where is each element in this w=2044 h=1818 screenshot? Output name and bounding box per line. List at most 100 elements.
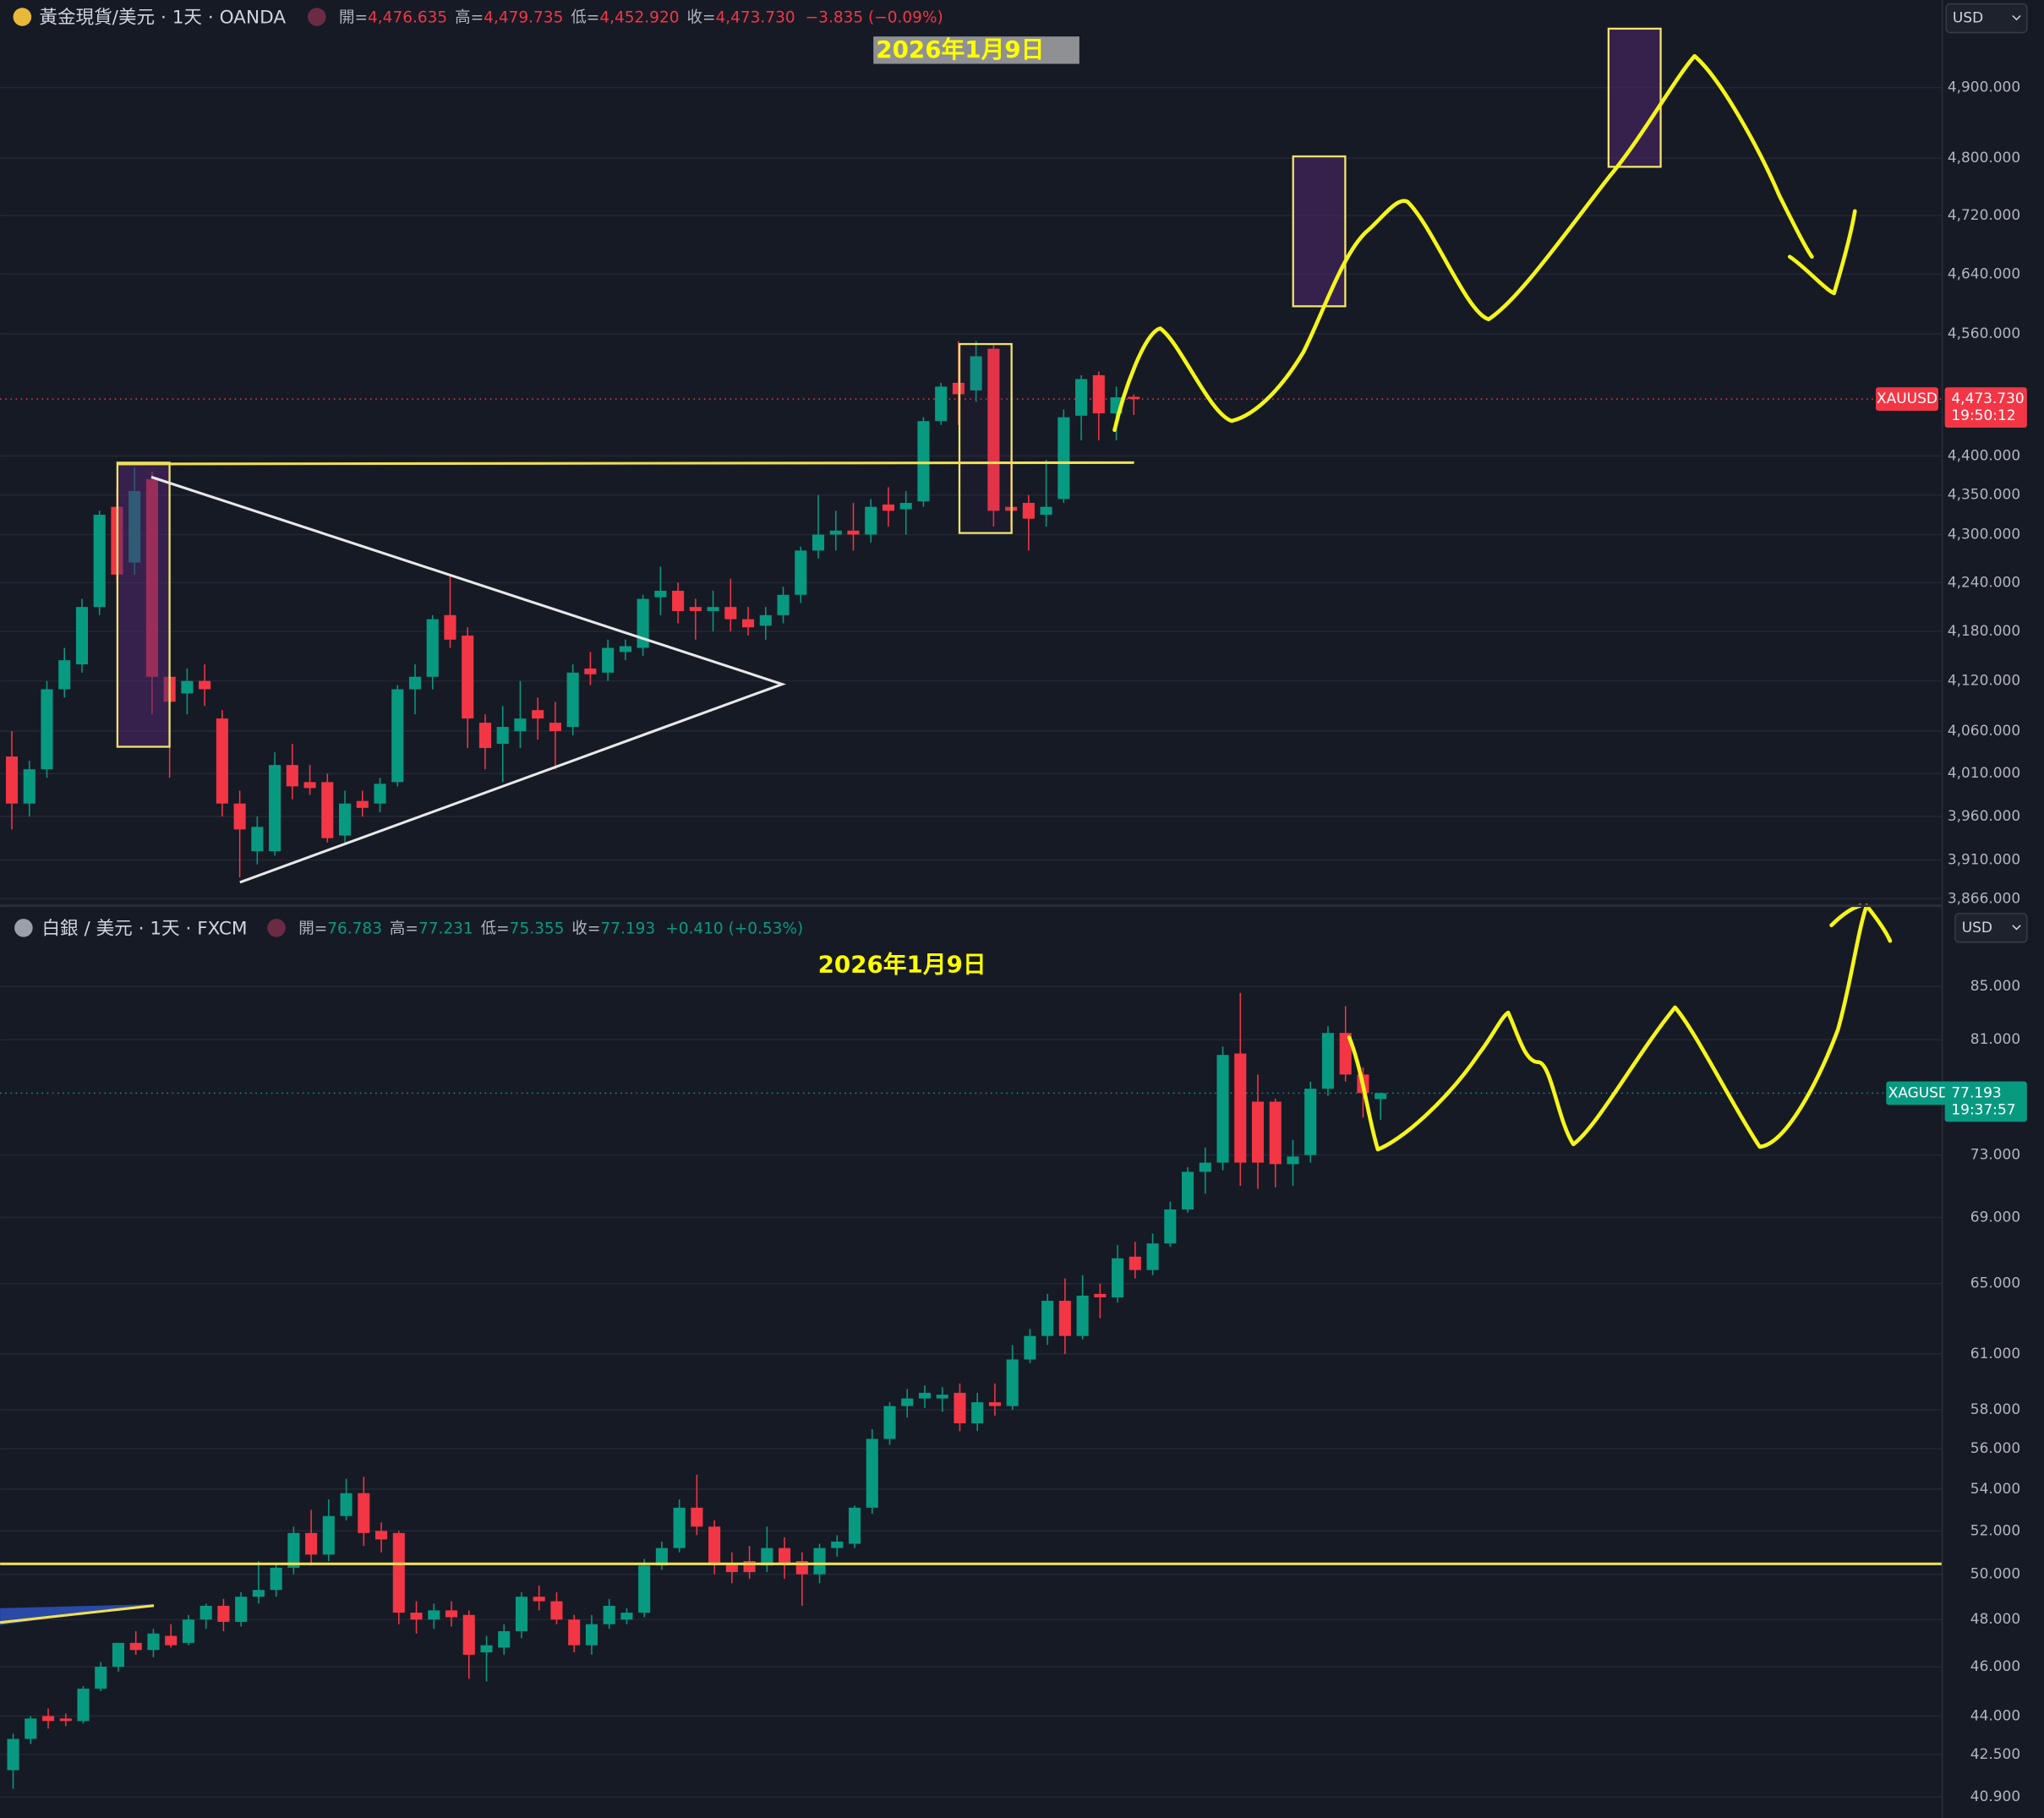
candle-body [1269,1101,1282,1165]
date-annotation: 2026年1月9日 [818,951,986,979]
price-tag [1944,387,2027,429]
forecast-path [1347,904,1893,1152]
candle-body [1040,506,1052,516]
price-axis-bg [1942,0,2044,1818]
candle-body [970,356,982,390]
candle-body [866,1439,878,1508]
resistance-line [117,461,1134,466]
ohlc-label: 開= [339,9,368,27]
candle-body [620,1613,633,1620]
candle-body [392,1532,405,1613]
candle-body [918,1392,932,1399]
candle-body [5,756,19,804]
candle-body [338,803,352,836]
countdown: 19:50:12 [1951,407,2015,423]
ohlc-label: 高= [390,920,418,937]
forecast-path [1112,53,1814,433]
symbol-title: 黃金現貨/美元 · 1天 · OANDA [39,8,286,29]
candle-body [217,1605,230,1622]
y-tick-label: 4,010.000 [1948,764,2020,781]
candle-body [813,1548,826,1575]
candle-body [303,782,316,789]
candle-body [59,1718,72,1722]
y-tick-label: 48.000 [1970,1610,2020,1627]
candle-body [147,1633,160,1651]
candle-body [689,607,702,611]
ticker-tag [1875,387,1938,412]
candle-body [532,710,544,719]
ohlc-label: 收= [686,9,715,27]
candle-body [1129,1256,1141,1270]
y-tick-label: 4,240.000 [1948,573,2020,590]
ohlc-value: 4,473.730 [715,9,795,27]
price-tag-value: 4,473.730 [1951,390,2024,407]
candle-body [724,607,737,620]
candle-body [358,1493,370,1533]
currency-button[interactable] [1945,3,2028,34]
candle-body [444,614,456,640]
candle-body [199,680,211,690]
candle-body [655,1548,668,1566]
candle-body [480,1645,493,1653]
ohlc-label: 高= [455,9,484,27]
candle-body [1075,379,1088,416]
y-tick-label: 56.000 [1970,1439,2020,1456]
candle-body [707,607,719,611]
candle-body [829,530,842,535]
candle-body [199,1605,212,1620]
ohlc-value: 75.355 [510,920,565,937]
y-tick-label: 3,866.000 [1948,889,2020,906]
candle-body [7,1739,19,1771]
candle-body [165,1635,178,1646]
candle-body [865,506,877,535]
change-value: +0.410 (+0.53%) [665,920,803,937]
date-annotation: 2026年1月9日 [876,35,1044,63]
y-tick-label: 42.500 [1970,1745,2020,1762]
candle-body [216,718,228,804]
currency-button[interactable] [1954,913,2028,943]
ohlc-value: 4,452.920 [599,9,679,27]
candle-body [1094,1293,1107,1297]
y-tick-label: 4,560.000 [1948,325,2020,341]
price-tag-value: 77.193 [1951,1084,2001,1100]
candle-body [777,594,790,615]
candle-body [408,676,422,690]
ohlc-value: 77.231 [418,920,473,937]
dropdown-arrow [2012,14,2021,21]
ohlc-label: 低= [481,920,510,937]
candle-body [1216,1055,1229,1163]
candle-body [550,1601,563,1620]
candle-body [954,1392,966,1424]
candle-body [549,723,561,732]
candle-body [496,727,509,745]
candle-body [462,635,474,719]
candle-body [1041,1301,1054,1336]
candle-body [515,1597,528,1631]
candle-body [566,672,579,728]
y-tick-label: 4,400.000 [1948,446,2020,463]
candle-body [1199,1162,1211,1172]
candle-body [882,504,895,511]
y-tick-label: 4,300.000 [1948,526,2020,543]
candle-body [356,800,369,808]
y-tick-label: 50.000 [1970,1565,2020,1582]
candle-body [321,782,334,838]
candle-body [619,646,631,652]
y-tick-label: 4,060.000 [1948,722,2020,739]
candle-body [269,765,281,852]
y-tick-label: 52.000 [1970,1521,2020,1538]
ohlc-readout: 開=4,476.635 高=4,479.735 低=4,452.920 收=4,… [339,9,943,27]
candle-body [917,421,930,502]
candle-body [812,534,825,551]
channel-line [0,1604,155,1624]
y-tick-label: 4,180.000 [1948,622,2020,639]
candle-body [602,647,615,673]
triangle-pattern [150,475,786,884]
dropdown-arrow [2012,925,2021,931]
candle-body [848,1507,861,1544]
candle-body [1339,1033,1352,1075]
candle-body [462,1614,475,1655]
candle-body [831,1541,844,1548]
candle-body [252,1590,265,1597]
candle-body [478,723,492,749]
